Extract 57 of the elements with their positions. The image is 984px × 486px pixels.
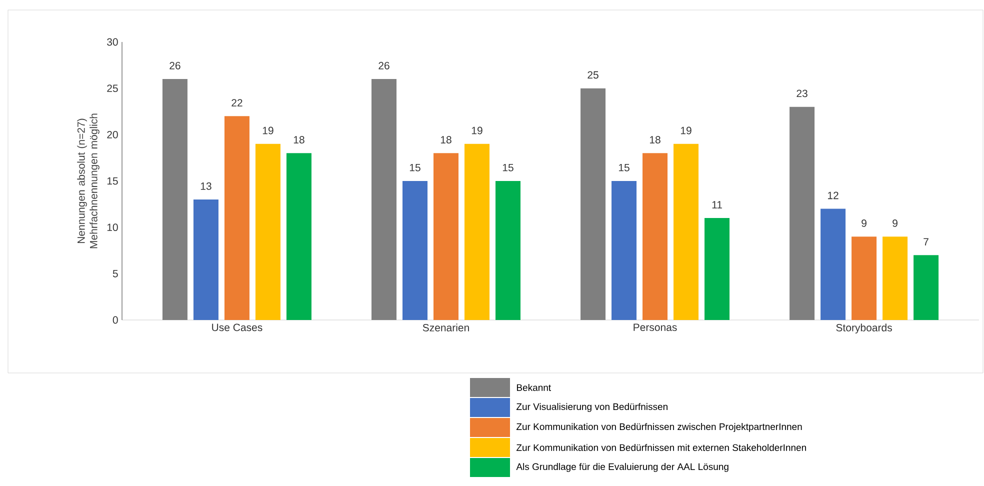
data-label: 9 [892,219,898,227]
bar [852,236,877,320]
data-label: 15 [618,164,630,172]
data-label: 19 [680,126,692,134]
legend-label: Zur Kommunikation von Bedürfnissen zwischen ProjektpartnerInnen [516,423,802,432]
x-tick-label: Szenarien [422,324,469,332]
data-label: 13 [200,182,212,190]
data-label: 18 [294,136,304,144]
legend-label: Zur Visualisierung von Bedürfnissen [516,403,668,412]
bar [162,79,188,320]
y-tick-label: 0 [112,316,118,324]
data-label: 7 [924,238,928,246]
bar [674,144,699,320]
x-tick-label: Personas [634,324,677,332]
bar [495,180,520,320]
data-label: 18 [440,136,452,144]
bar [464,144,490,320]
data-label: 15 [502,164,514,172]
bar [433,153,458,320]
bar [612,180,637,320]
data-label: 23 [796,90,808,98]
bar [580,88,606,320]
legend-label: Zur Kommunikation von Bedürfnissen mit externen StakeholderInnen [516,444,806,451]
legend-label: Als Grundlage für die Evaluierung der AAL Lösung [516,463,728,472]
bar [914,255,939,320]
y-tick-label: 20 [107,130,118,138]
data-label: 11 [712,201,722,208]
data-label: 25 [588,71,598,79]
bar [224,116,250,320]
x-tick-label: Storyboards [836,324,892,334]
bar [642,153,668,320]
data-label: 9 [862,219,866,227]
y-tick-label: 10 [107,224,118,232]
y-tick-label: 30 [107,38,118,46]
data-label: 15 [410,164,420,172]
bar [882,236,908,320]
y-tick-label: 25 [107,84,118,92]
x-tick-label: Use Cases [212,324,262,332]
bar [704,218,730,320]
y-axis-title: Nennungen absolut (n=27) Mehrfachnennungen möglich [77,114,100,248]
data-label: 26 [378,62,390,70]
data-label: 26 [170,62,180,70]
data-label: 22 [232,99,242,106]
bar [820,208,846,320]
bar [255,144,280,320]
data-label: 19 [472,126,482,134]
bar [790,106,815,320]
data-label: 19 [262,126,274,134]
bar [402,180,428,320]
data-label: 12 [828,192,838,200]
bar [371,79,396,320]
y-tick-label: 15 [107,177,118,185]
bar [193,200,218,320]
y-tick-label: 5 [112,270,118,278]
data-label: 18 [650,136,660,144]
bar [286,153,312,320]
legend-label: Bekannt [516,384,551,391]
